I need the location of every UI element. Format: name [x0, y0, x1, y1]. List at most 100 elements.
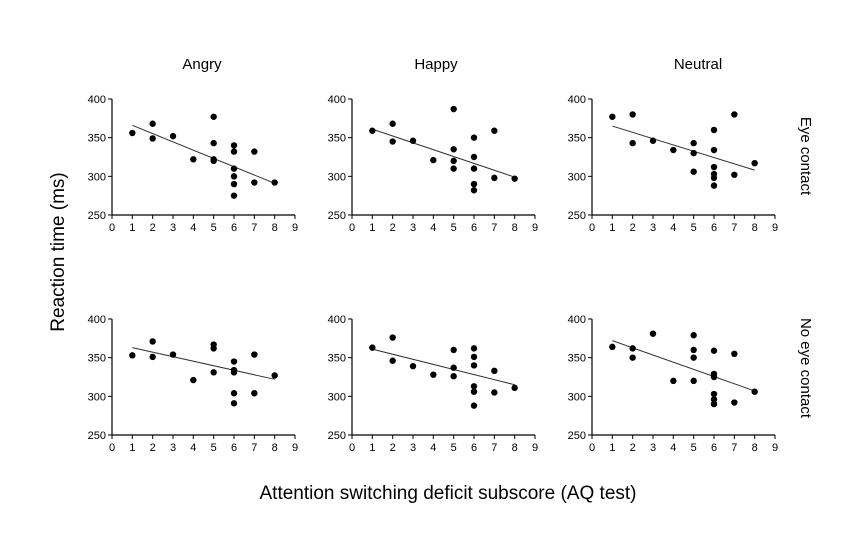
data-point: [450, 146, 457, 153]
data-point: [389, 120, 396, 127]
data-point: [470, 180, 478, 188]
data-point: [450, 346, 457, 354]
data-point: [210, 369, 217, 376]
x-tick-label: 4: [670, 222, 676, 234]
data-point: [710, 126, 718, 134]
data-point: [450, 373, 457, 380]
y-tick-label: 300: [88, 391, 106, 403]
data-point: [251, 179, 258, 186]
data-point: [450, 165, 457, 172]
y-tick-label: 300: [88, 171, 106, 183]
data-point: [609, 343, 616, 351]
y-tick-label: 250: [568, 210, 586, 222]
x-tick-label: 5: [451, 442, 457, 454]
x-tick-label: 4: [430, 442, 436, 454]
data-point: [670, 377, 677, 385]
data-point: [210, 139, 217, 147]
y-tick-label: 300: [568, 171, 586, 183]
data-point: [710, 390, 718, 398]
data-point: [251, 390, 258, 397]
y-tick-label: 400: [88, 314, 106, 326]
y-tick-label: 350: [568, 133, 586, 145]
x-tick-label: 4: [670, 442, 676, 454]
y-tick-label: 350: [88, 133, 106, 145]
y-tick-label: 350: [328, 133, 346, 145]
data-point: [149, 135, 156, 142]
x-tick-label: 1: [609, 442, 615, 454]
x-tick-label: 3: [410, 442, 416, 454]
x-tick-label: 1: [369, 442, 375, 454]
data-point: [710, 163, 718, 171]
data-point: [230, 142, 238, 149]
x-tick-label: 6: [471, 442, 477, 454]
x-axis-title: Attention switching deficit subscore (AQ…: [260, 483, 637, 504]
panel-neutral-eye-contact: 250 300 350 400 0 1 2 3 4 5 6 7 8 9: [568, 94, 778, 234]
y-tick-label: 300: [328, 171, 346, 183]
data-point: [710, 400, 718, 408]
data-point: [470, 134, 478, 141]
trend-line: [612, 340, 755, 392]
data-point: [470, 388, 478, 395]
x-tick-label: 1: [609, 222, 615, 234]
data-point: [690, 354, 697, 361]
data-point: [710, 396, 718, 403]
data-point: [129, 352, 136, 359]
data-point: [369, 344, 376, 351]
x-tick-label: 7: [731, 222, 737, 234]
data-point: [230, 165, 238, 172]
data-point: [210, 113, 217, 120]
data-point: [731, 399, 738, 406]
panel-angry-eye-contact: 250 300 350 400 0 1 2 3 4 5 6 7 8 9: [88, 94, 298, 234]
data-point: [450, 157, 457, 165]
x-tick-label: 2: [150, 222, 156, 234]
data-point: [271, 179, 278, 186]
x-tick-label: 1: [129, 442, 135, 454]
x-tick-label: 8: [272, 222, 278, 234]
x-tick-label: 2: [630, 222, 636, 234]
x-tick-label: 0: [109, 442, 115, 454]
data-point: [470, 402, 478, 409]
y-tick-label: 400: [328, 94, 346, 106]
x-tick-label: 5: [691, 222, 697, 234]
x-tick-label: 3: [170, 442, 176, 454]
y-tick-label: 400: [88, 94, 106, 106]
y-tick-label: 250: [88, 210, 106, 222]
column-title-neutral: Neutral: [674, 56, 722, 73]
row-label-no-eye-contact: No eye contact: [797, 318, 814, 419]
data-point: [751, 388, 758, 395]
data-point: [430, 156, 437, 164]
y-tick-label: 300: [568, 391, 586, 403]
data-point: [710, 373, 718, 381]
x-tick-label: 9: [772, 222, 778, 234]
x-tick-label: 5: [211, 222, 217, 234]
x-tick-label: 8: [512, 222, 518, 234]
x-tick-label: 6: [231, 222, 237, 234]
data-point: [491, 389, 498, 396]
x-tick-label: 6: [711, 442, 717, 454]
data-point: [230, 358, 238, 365]
y-tick-label: 250: [568, 430, 586, 442]
data-point: [230, 369, 238, 376]
data-point: [210, 157, 217, 165]
data-point: [511, 384, 518, 392]
data-point: [450, 105, 457, 113]
data-point: [629, 111, 636, 118]
y-tick-label: 350: [328, 353, 346, 365]
y-tick-label: 350: [88, 353, 106, 365]
data-point: [409, 362, 417, 370]
x-tick-label: 2: [630, 442, 636, 454]
x-tick-label: 0: [349, 222, 355, 234]
panel-happy-eye-contact: 250 300 350 400 0 1 2 3 4 5 6 7 8 9: [328, 94, 538, 234]
data-point: [470, 187, 478, 194]
y-tick-label: 400: [568, 94, 586, 106]
x-tick-label: 3: [410, 222, 416, 234]
x-tick-label: 9: [532, 222, 538, 234]
data-point: [731, 350, 738, 357]
data-point: [389, 357, 396, 364]
data-point: [491, 127, 498, 134]
x-tick-label: 2: [150, 442, 156, 454]
y-tick-label: 400: [328, 314, 346, 326]
data-point: [491, 174, 498, 182]
data-point: [690, 149, 697, 157]
